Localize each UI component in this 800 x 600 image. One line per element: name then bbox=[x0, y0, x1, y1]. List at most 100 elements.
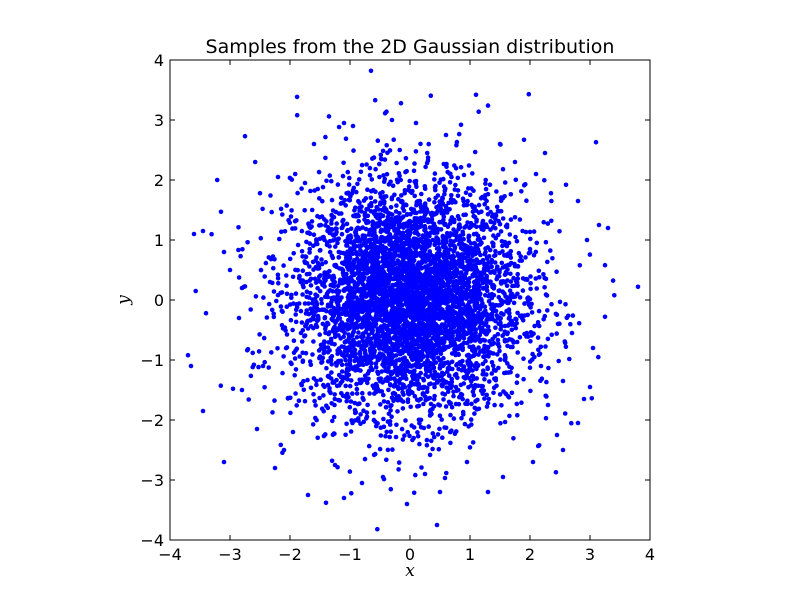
scatter-point bbox=[378, 402, 383, 407]
scatter-point bbox=[437, 426, 442, 432]
scatter-point bbox=[354, 321, 359, 326]
scatter-point bbox=[495, 331, 501, 337]
scatter-point bbox=[329, 227, 335, 232]
scatter-point bbox=[322, 217, 327, 222]
scatter-point bbox=[424, 230, 429, 235]
scatter-point bbox=[413, 228, 419, 234]
scatter-point bbox=[392, 253, 398, 258]
scatter-point bbox=[428, 344, 433, 349]
scatter-point bbox=[350, 313, 356, 319]
scatter-point bbox=[437, 366, 443, 371]
scatter-point bbox=[289, 361, 294, 367]
scatter-point bbox=[428, 261, 434, 267]
scatter-point bbox=[423, 264, 428, 270]
scatter-point bbox=[474, 219, 479, 224]
scatter-point bbox=[338, 280, 344, 286]
scatter-point bbox=[499, 239, 505, 244]
scatter-point bbox=[528, 281, 533, 286]
scatter-point bbox=[408, 315, 414, 320]
scatter-point bbox=[422, 362, 427, 367]
scatter-point bbox=[373, 166, 378, 172]
scatter-point bbox=[304, 308, 310, 313]
scatter-point bbox=[390, 270, 396, 276]
scatter-point bbox=[301, 387, 307, 393]
scatter-point bbox=[407, 178, 413, 184]
scatter-point bbox=[344, 309, 349, 315]
scatter-point bbox=[432, 171, 438, 176]
scatter-point bbox=[456, 131, 462, 137]
scatter-point bbox=[495, 352, 500, 357]
scatter-point bbox=[472, 363, 478, 369]
scatter-point bbox=[514, 317, 519, 322]
scatter-point bbox=[354, 391, 360, 396]
scatter-point bbox=[357, 200, 362, 205]
scatter-point bbox=[457, 314, 463, 320]
scatter-point bbox=[380, 318, 385, 324]
scatter-point bbox=[461, 412, 466, 417]
scatter-point bbox=[379, 287, 384, 293]
scatter-point bbox=[442, 254, 448, 259]
scatter-point bbox=[515, 413, 520, 418]
scatter-point bbox=[509, 318, 514, 324]
scatter-point bbox=[389, 285, 395, 290]
scatter-point bbox=[441, 378, 447, 383]
scatter-point bbox=[386, 351, 392, 357]
scatter-point bbox=[374, 310, 379, 316]
scatter-point bbox=[502, 339, 508, 344]
scatter-point bbox=[341, 287, 347, 293]
scatter-point bbox=[404, 222, 410, 227]
scatter-point bbox=[433, 265, 438, 271]
scatter-point bbox=[390, 245, 395, 251]
scatter-point bbox=[610, 278, 616, 283]
scatter-point bbox=[378, 152, 384, 158]
scatter-point bbox=[525, 295, 531, 301]
scatter-point bbox=[421, 378, 427, 383]
scatter-point bbox=[328, 376, 334, 381]
scatter-point bbox=[319, 257, 324, 262]
scatter-point bbox=[373, 336, 379, 341]
scatter-point bbox=[467, 192, 473, 198]
scatter-point bbox=[260, 206, 265, 212]
scatter-point bbox=[461, 172, 467, 178]
scatter-point bbox=[392, 226, 397, 231]
scatter-point bbox=[480, 384, 486, 389]
scatter-point bbox=[320, 282, 325, 288]
scatter-point bbox=[483, 280, 489, 286]
scatter-point bbox=[458, 245, 464, 251]
scatter-point bbox=[333, 360, 339, 366]
scatter-point bbox=[491, 241, 496, 246]
scatter-point bbox=[399, 343, 405, 348]
scatter-point bbox=[480, 218, 486, 224]
scatter-point bbox=[297, 273, 302, 279]
scatter-point bbox=[351, 246, 357, 252]
scatter-point bbox=[393, 378, 399, 384]
scatter-point bbox=[349, 491, 354, 496]
scatter-point bbox=[367, 172, 373, 178]
scatter-point bbox=[489, 214, 495, 219]
scatter-point bbox=[489, 360, 495, 365]
scatter-point bbox=[421, 401, 426, 407]
scatter-point bbox=[346, 276, 352, 282]
scatter-point bbox=[341, 217, 346, 223]
scatter-point bbox=[549, 301, 554, 307]
scatter-point bbox=[472, 307, 478, 313]
scatter-point bbox=[386, 226, 391, 232]
scatter-point bbox=[388, 293, 394, 298]
scatter-point bbox=[532, 323, 537, 329]
scatter-point bbox=[355, 401, 361, 407]
scatter-point bbox=[456, 226, 461, 232]
scatter-point bbox=[433, 325, 439, 330]
scatter-point bbox=[406, 334, 412, 340]
scatter-point bbox=[374, 258, 380, 264]
scatter-point bbox=[236, 225, 241, 230]
scatter-point bbox=[292, 171, 298, 177]
scatter-point bbox=[384, 325, 390, 331]
scatter-point bbox=[453, 372, 458, 378]
scatter-point bbox=[362, 456, 368, 462]
scatter-point bbox=[361, 362, 366, 368]
scatter-point bbox=[451, 239, 456, 244]
scatter-point bbox=[361, 408, 366, 414]
scatter-point bbox=[460, 196, 466, 201]
scatter-point bbox=[359, 204, 364, 209]
scatter-point bbox=[491, 351, 496, 356]
